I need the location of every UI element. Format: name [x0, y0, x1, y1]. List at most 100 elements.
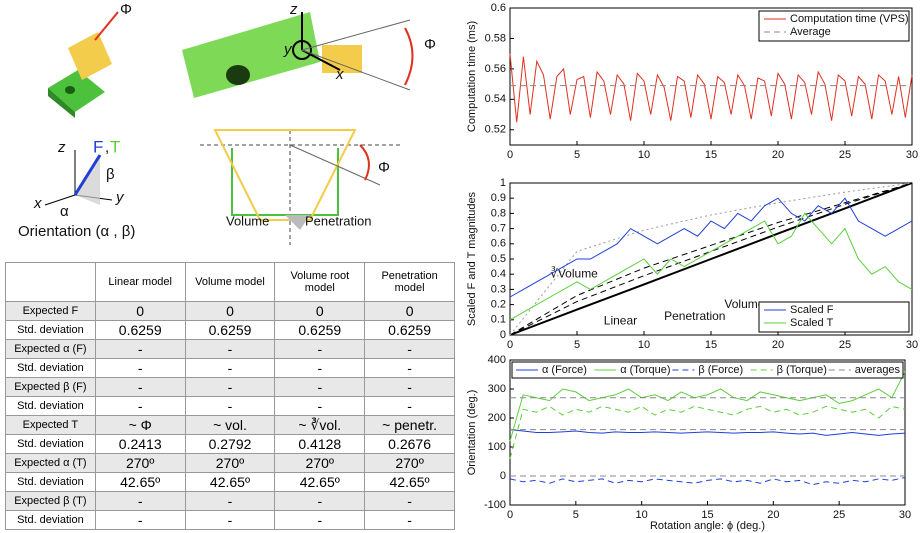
y-tick-label: 0.54	[485, 93, 506, 105]
curve-label: Penetration	[664, 309, 725, 323]
x-tick-label: 5	[573, 509, 579, 521]
legend-label: Computation time (VPS)	[790, 13, 909, 25]
y-tick-label: 400	[488, 354, 506, 366]
table-row: Std. deviation----	[6, 397, 455, 416]
curve-label: ∛Volume	[550, 266, 598, 280]
table-row: Std. deviation----	[6, 359, 455, 378]
table-cell: -	[365, 340, 455, 359]
hole	[65, 86, 75, 94]
table-cell: Std. deviation	[6, 397, 96, 416]
hole	[226, 65, 250, 85]
y-tick-label: 0.1	[491, 314, 506, 326]
table-cell: 0	[365, 302, 455, 321]
y-tick-label: 0.6	[491, 2, 506, 14]
y-tick-label: 1	[500, 177, 506, 189]
table-row: Std. deviation----	[6, 511, 455, 530]
x-tick-label: 5	[574, 149, 580, 161]
y-tick-label: 0.6	[491, 238, 506, 250]
y-tick-label: -100	[484, 499, 506, 511]
header-cell	[6, 263, 96, 302]
label: y	[115, 189, 125, 206]
table-cell: 270º	[275, 454, 365, 473]
table-cell: ~ Φ	[95, 416, 185, 435]
x-tick-label: 0	[507, 339, 513, 351]
legend	[759, 302, 909, 332]
table-cell: -	[95, 378, 185, 397]
rotation-arrow	[405, 28, 413, 85]
label: x	[33, 195, 42, 212]
table-cell: 0	[185, 302, 275, 321]
label: Φ	[424, 36, 436, 53]
table-row: Expected α (F)----	[6, 340, 455, 359]
table-cell: 0.2413	[95, 435, 185, 454]
y-tick-label: 200	[488, 412, 506, 424]
y-tick-label: 0.9	[491, 192, 506, 204]
table-cell: -	[275, 378, 365, 397]
table-cell: -	[95, 492, 185, 511]
y-tick-label: 0.2	[491, 299, 506, 311]
illustration: Φ z y x Φ z y x F , T β α Orientation (α…	[18, 1, 436, 245]
table-cell: Expected α (F)	[6, 340, 96, 359]
x-tick-label: 0	[507, 149, 513, 161]
box	[232, 148, 338, 215]
legend-label: Scaled F	[790, 304, 834, 316]
legend-label: β (Force)	[698, 364, 743, 376]
label: F	[93, 137, 103, 156]
x-axis-label: Rotation angle: ϕ (deg.)	[650, 520, 765, 532]
plot-area	[510, 360, 905, 505]
table-cell: 270º	[95, 454, 185, 473]
header-cell: Linear model	[95, 263, 185, 302]
rotated-box	[215, 130, 355, 220]
label: Volume	[226, 213, 269, 228]
legend-label: Scaled T	[790, 317, 833, 329]
label: β	[106, 166, 115, 183]
label: Φ	[378, 159, 390, 176]
label: x	[335, 66, 344, 83]
rotation-arrow	[360, 145, 369, 180]
table-row: Std. deviation42.65º42.65º42.65º42.65º	[6, 473, 455, 492]
y-tick-label: 0.58	[485, 32, 506, 44]
table-row: Expected α (T)270º270º270º270º	[6, 454, 455, 473]
table-cell: Std. deviation	[6, 321, 96, 340]
table-cell: ~ vol.	[185, 416, 275, 435]
x-tick-label: 30	[899, 509, 911, 521]
x-tick-label: 20	[767, 509, 779, 521]
table-cell: 42.65º	[95, 473, 185, 492]
table-cell: -	[185, 397, 275, 416]
legend-label: α (Force)	[542, 364, 587, 376]
table-cell: Std. deviation	[6, 359, 96, 378]
table-cell: Expected α (T)	[6, 454, 96, 473]
table-cell: -	[95, 397, 185, 416]
table-row: Expected β (F)----	[6, 378, 455, 397]
x-tick-label: 25	[833, 509, 845, 521]
table-cell: 270º	[365, 454, 455, 473]
table-cell: -	[95, 511, 185, 530]
label: α	[60, 203, 69, 220]
page: {"illustration":{"phi_a":"Φ","phi_b":"Φ"…	[0, 0, 924, 533]
header-cell: Volume model	[185, 263, 275, 302]
y-tick-label: 0.4	[491, 268, 506, 280]
y-axis-label: Orientation (deg.)	[466, 390, 478, 476]
y-axis-label: Scaled F and T magnitudes	[466, 191, 478, 326]
y-tick-label: 0	[500, 470, 506, 482]
x-tick-label: 5	[574, 339, 580, 351]
plate	[182, 12, 320, 98]
table-cell: -	[185, 340, 275, 359]
x-tick-label: 0	[507, 509, 513, 521]
x-tick-label: 10	[638, 149, 650, 161]
table-cell: Std. deviation	[6, 511, 96, 530]
y-tick-label: 300	[488, 383, 506, 395]
table-cell: -	[95, 359, 185, 378]
y-tick-label: 0.52	[485, 124, 506, 136]
table-cell: 0.6259	[95, 321, 185, 340]
table-cell: 270º	[185, 454, 275, 473]
x-tick-label: 15	[705, 339, 717, 351]
x-tick-label: 30	[906, 339, 918, 351]
x-tick-label: 15	[705, 149, 717, 161]
table-cell: -	[365, 378, 455, 397]
table-cell: -	[275, 397, 365, 416]
label: Penetration	[305, 213, 372, 228]
x-tick-label: 25	[839, 339, 851, 351]
